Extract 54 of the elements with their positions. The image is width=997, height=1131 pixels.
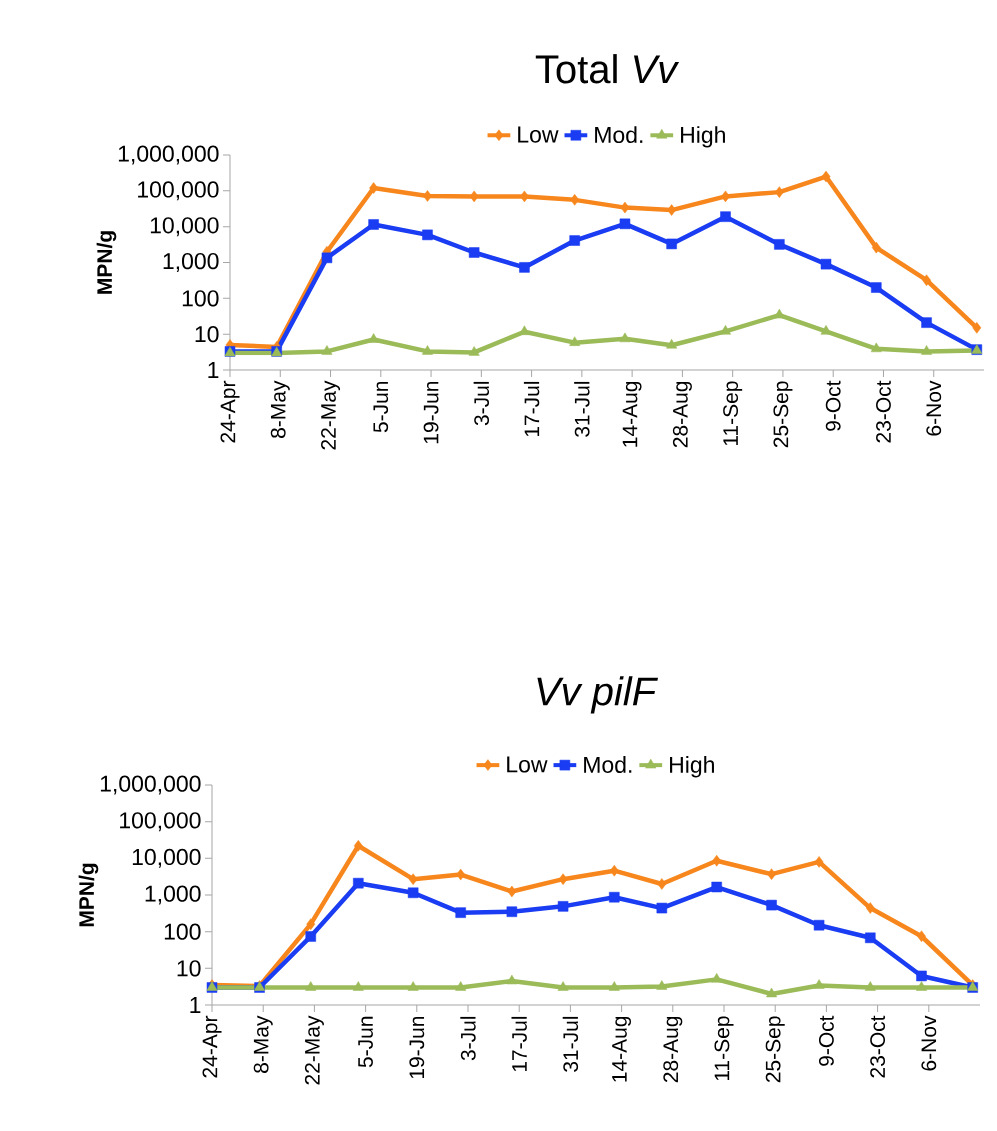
x-tick-label: 8-May [253,1015,273,1073]
y-tick-label: 1,000 [145,885,201,905]
x-tick-label: 9-Oct [818,1015,834,1066]
y-axis-title: MPN/g [78,863,99,927]
x-tick-label: 17-Jul [523,381,540,437]
x-tick-label: 6-Nov [926,380,942,436]
x-tick-label: 19-Jun [423,381,439,444]
x-tick-label: 24-Apr [202,1015,222,1078]
x-tick-label: 23-Oct [876,380,891,443]
y-tick-label: 1,000 [163,252,219,272]
x-tick-label: 3-Jul [460,1016,476,1061]
x-tick-label: 11-Sep [723,381,743,446]
x-tick-label: 25-Sep [773,381,793,448]
y-tick-label: 100 [164,923,201,940]
legend-label: High [670,756,714,778]
x-tick-label: 9-Oct [825,380,841,431]
x-tick-label: 5-Jun [358,1016,373,1068]
legend-label: Mod. [595,126,643,144]
x-tick-label: 28-Aug [663,1016,683,1083]
x-tick-label: 23-Oct [870,1015,886,1078]
y-tick-label: 10 [177,960,201,977]
x-tick-label: 24-Apr [220,380,240,443]
y-tick-label: 10,000 [150,217,219,237]
x-tick-label: 22-May [304,1015,324,1085]
y-tick-label: 1 [190,997,201,1013]
y-tick-label: 10,000 [132,848,201,868]
x-tick-label: 28-Aug [672,381,692,448]
y-axis-title: MPN/g [96,231,117,294]
x-tick-label: 31-Jul [562,1016,579,1072]
y-tick-label: 100,000 [120,812,201,832]
x-tick-label: 14-Aug [622,381,642,447]
x-tick-label: 19-Jun [409,1016,425,1079]
x-tick-label: 8-May [270,380,290,438]
chart-title: Total Vv [535,54,680,84]
x-tick-label: 25-Sep [765,1016,785,1083]
y-tick-label: 100,000 [138,181,219,201]
legend-label: Low [518,126,559,143]
y-tick-label: 1 [208,362,219,378]
y-tick-label: 10 [195,326,219,343]
x-tick-label: 22-May [321,380,341,450]
x-tick-label: 31-Jul [574,381,590,437]
x-tick-label: 3-Jul [473,381,490,426]
x-tick-label: 14-Aug [612,1016,632,1082]
y-tick-label: 1,000,000 [100,775,201,795]
x-tick-label: 11-Sep [714,1016,734,1081]
legend-label: High [681,126,725,148]
legend-label: Mod. [584,756,632,773]
y-tick-label: 1,000,000 [118,145,219,165]
legend-label: Low [507,756,548,773]
x-tick-label: 6-Nov [921,1015,937,1071]
x-tick-label: 5-Jun [373,381,389,433]
y-tick-label: 100 [182,290,219,307]
x-tick-label: 17-Jul [511,1016,527,1072]
chart-title: Vv pilF [537,676,658,714]
